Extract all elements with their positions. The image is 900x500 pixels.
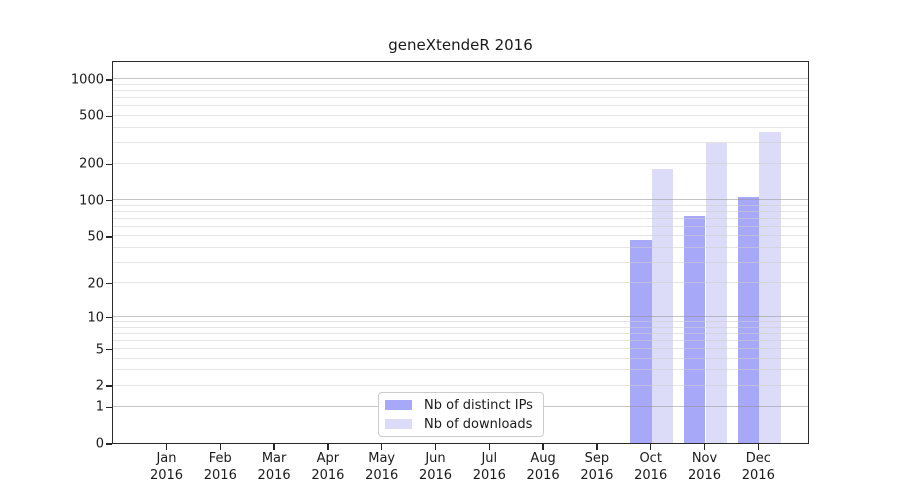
major-gridline-10: [113, 316, 808, 318]
bar-nb-of-downloads-oct: [651, 168, 674, 443]
minor-gridline-8: [113, 326, 808, 328]
minor-gridline-300: [113, 141, 808, 143]
x-tick-mark-aug: [542, 444, 544, 450]
y-tick-mark-100: [106, 199, 112, 202]
chart-title: geneXtendeR 2016: [388, 36, 533, 54]
x-tick-mark-may: [380, 444, 383, 450]
minor-gridline-70: [113, 217, 808, 219]
minor-gridline-9: [113, 321, 808, 323]
minor-gridline-60: [113, 225, 808, 227]
minor-gridline-3: [113, 369, 808, 371]
y-tick-mark-200: [106, 163, 112, 166]
bar-nb-of-distinct-ips-dec: [737, 197, 760, 443]
minor-gridline-500: [113, 114, 808, 116]
y-tick-label-5: 5: [95, 342, 104, 358]
x-tick-mark-feb: [219, 444, 222, 450]
legend-item-distinct-ips: Nb of distinct IPs: [385, 397, 537, 413]
x-tick-label-aug: Aug 2016: [526, 451, 560, 483]
minor-gridline-7: [113, 332, 808, 334]
plot-area: [112, 61, 809, 444]
minor-gridline-80: [113, 210, 808, 212]
y-tick-label-50: 50: [87, 229, 104, 245]
minor-gridline-6: [113, 339, 808, 341]
minor-gridline-40: [113, 246, 808, 248]
y-tick-label-20: 20: [87, 276, 104, 292]
x-tick-mark-jun: [434, 444, 437, 450]
legend-swatch-downloads: [385, 419, 412, 429]
y-tick-label-10: 10: [87, 310, 104, 326]
minor-gridline-20: [113, 282, 808, 284]
x-tick-label-feb: Feb 2016: [203, 451, 237, 483]
minor-gridline-50: [113, 235, 808, 237]
y-tick-mark-2: [106, 385, 112, 387]
bar-nb-of-distinct-ips-oct: [629, 240, 652, 443]
x-tick-label-nov: Nov 2016: [687, 451, 722, 483]
y-tick-label-200: 200: [79, 156, 104, 172]
minor-gridline-700: [113, 97, 808, 99]
legend-swatch-distinct-ips: [385, 400, 412, 410]
minor-gridline-4: [113, 357, 808, 359]
bar-nb-of-downloads-nov: [705, 142, 728, 443]
x-tick-label-mar: Mar 2016: [257, 451, 291, 483]
minor-gridline-2: [113, 384, 808, 386]
minor-gridline-90: [113, 204, 808, 206]
major-gridline-1000: [113, 78, 808, 80]
y-tick-mark-1000: [106, 79, 112, 81]
x-tick-mark-nov: [703, 444, 706, 450]
y-tick-label-0: 0: [95, 436, 104, 452]
x-tick-label-jul: Jul 2016: [472, 451, 506, 483]
bar-nb-of-downloads-dec: [759, 131, 782, 443]
x-tick-mark-oct: [649, 444, 652, 450]
legend-box: Nb of distinct IPs Nb of downloads: [378, 392, 544, 437]
y-tick-label-1: 1: [95, 399, 104, 415]
x-tick-label-dec: Dec 2016: [741, 451, 775, 483]
x-tick-mark-sep: [596, 444, 598, 450]
y-tick-mark-5: [106, 348, 112, 351]
y-tick-label-500: 500: [79, 108, 104, 124]
x-tick-mark-jul: [488, 444, 491, 450]
y-tick-label-1000: 1000: [70, 72, 104, 88]
y-tick-mark-500: [106, 115, 112, 118]
minor-gridline-5: [113, 348, 808, 350]
x-tick-mark-apr: [327, 444, 329, 450]
y-tick-label-2: 2: [95, 378, 104, 394]
bar-nb-of-distinct-ips-nov: [683, 216, 706, 443]
minor-gridline-900: [113, 83, 808, 85]
x-tick-label-oct: Oct 2016: [634, 451, 668, 483]
legend-label-distinct-ips: Nb of distinct IPs: [424, 397, 533, 413]
x-tick-label-may: May 2016: [365, 451, 399, 483]
y-tick-mark-10: [106, 316, 112, 319]
x-tick-mark-mar: [273, 444, 275, 450]
y-tick-mark-0: [106, 443, 112, 445]
x-tick-mark-jan: [165, 444, 168, 450]
y-tick-mark-50: [106, 236, 112, 238]
minor-gridline-600: [113, 105, 808, 107]
y-tick-mark-1: [106, 406, 112, 409]
minor-gridline-800: [113, 90, 808, 92]
y-tick-mark-20: [106, 282, 112, 285]
y-tick-label-100: 100: [79, 193, 104, 209]
legend-item-downloads: Nb of downloads: [385, 416, 537, 432]
x-tick-label-jun: Jun 2016: [418, 451, 453, 483]
x-tick-label-sep: Sep 2016: [580, 451, 614, 483]
minor-gridline-30: [113, 261, 808, 263]
minor-gridline-200: [113, 162, 808, 164]
x-tick-label-jan: Jan 2016: [149, 451, 184, 483]
major-gridline-100: [113, 199, 808, 201]
legend-label-downloads: Nb of downloads: [424, 416, 533, 432]
x-tick-mark-dec: [757, 444, 760, 450]
minor-gridline-400: [113, 126, 808, 128]
x-tick-label-apr: Apr 2016: [311, 451, 345, 483]
